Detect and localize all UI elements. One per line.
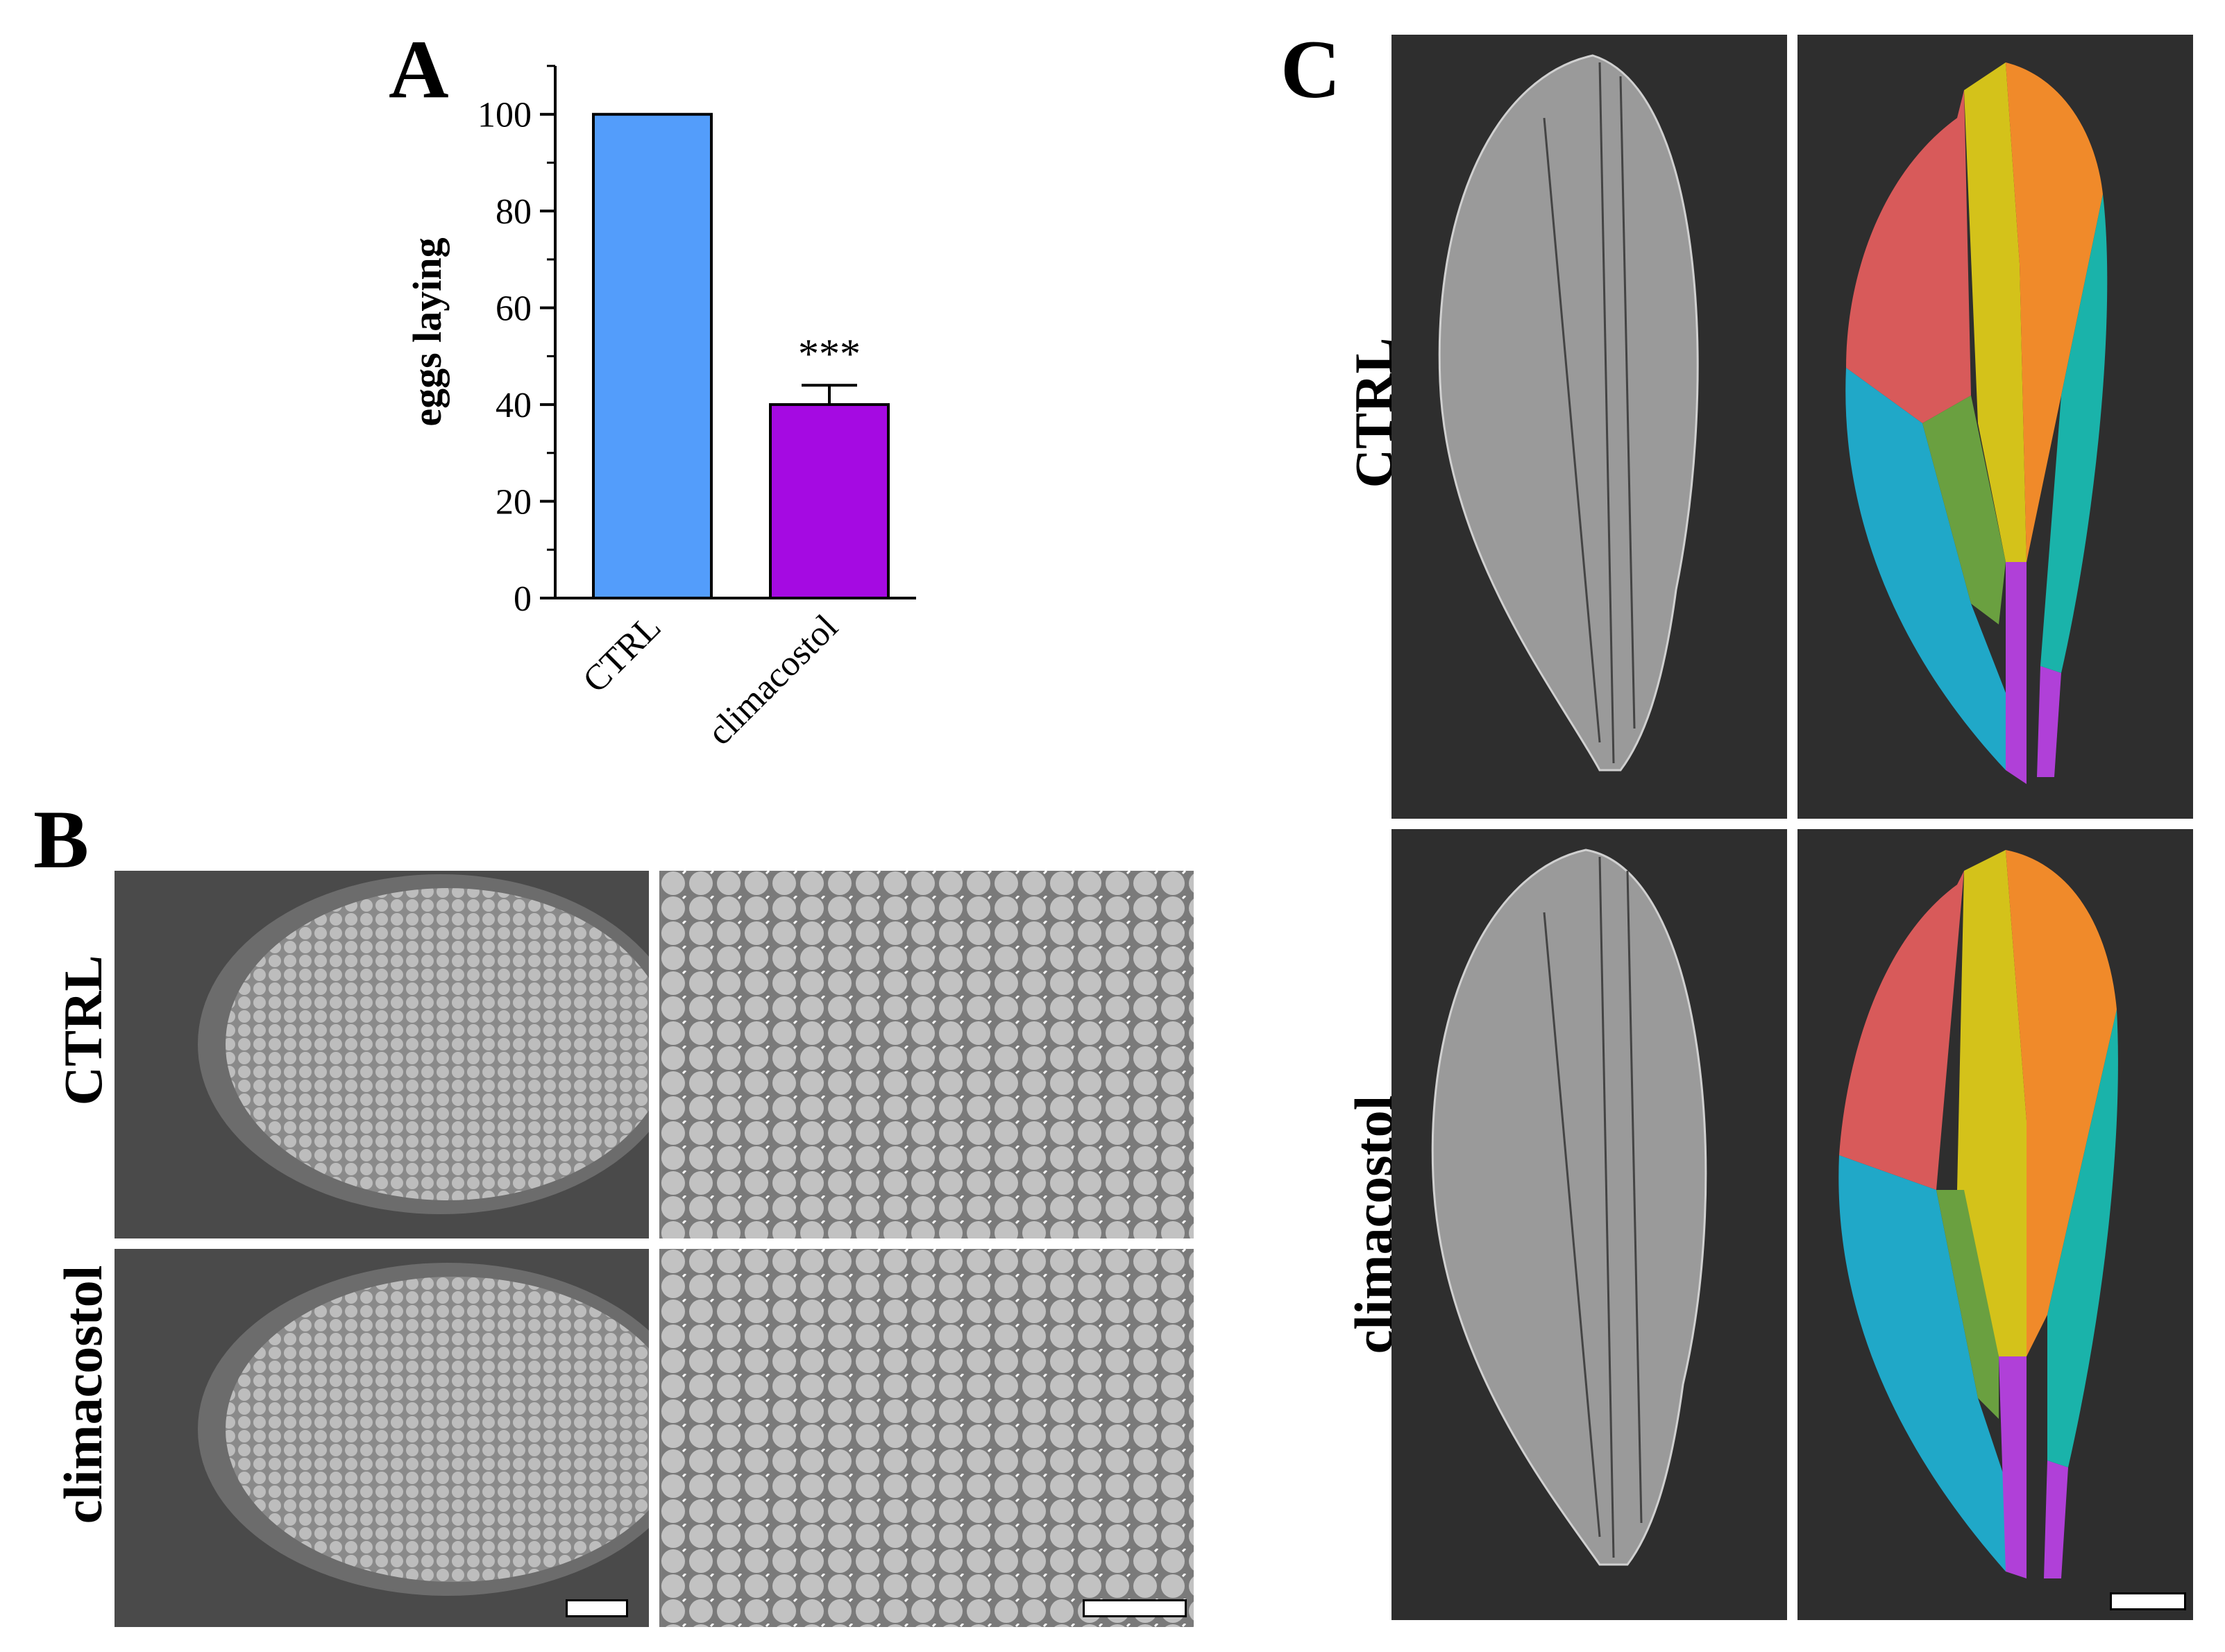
- panel-letter-b: B: [33, 793, 90, 885]
- y-tick-label: 80: [496, 192, 532, 232]
- y-tick-label: 0: [514, 579, 532, 619]
- eye-sem-climacostol-overview: [115, 1249, 649, 1627]
- wing-sem-climacostol: [1391, 829, 1787, 1620]
- x-tick-label: CTRL: [575, 607, 668, 700]
- eye-sem-ctrl-overview: [115, 871, 649, 1238]
- y-tick-label: 20: [496, 483, 532, 522]
- y-tick-label: 40: [496, 386, 532, 425]
- bar-climacostol: [769, 403, 890, 599]
- y-tick-label: 60: [496, 289, 532, 329]
- eye-sem-climacostol-zoom: [659, 1249, 1194, 1627]
- wing-sem-ctrl: [1391, 35, 1787, 819]
- y-tick-label: 100: [477, 96, 532, 135]
- wing-sem-ctrl-colored: [1797, 35, 2193, 819]
- scale-bar-eye-overview: [566, 1599, 628, 1617]
- panel-letter-a: A: [389, 23, 449, 115]
- significance-marker: ***: [798, 331, 861, 377]
- eye-sem-ctrl-zoom: [659, 871, 1194, 1238]
- bar-CTRL: [592, 112, 713, 599]
- scale-bar-eye-zoom: [1083, 1599, 1187, 1617]
- y-axis-label: eggs laying: [405, 237, 450, 426]
- panel-b-row-label-ctrl: CTRL: [53, 955, 113, 1106]
- panel-b-row-label-climacostol: climacostol: [53, 1265, 113, 1524]
- wing-sem-climacostol-colored: [1797, 829, 2193, 1620]
- panel-letter-c: C: [1280, 23, 1341, 115]
- x-tick-label: climacostol: [700, 607, 846, 753]
- scale-bar-wing: [2110, 1592, 2186, 1610]
- bar-chart-eggs-laying: 0 20 40 60 80 100 eggs laying CTRL *** climacosto…: [405, 65, 916, 753]
